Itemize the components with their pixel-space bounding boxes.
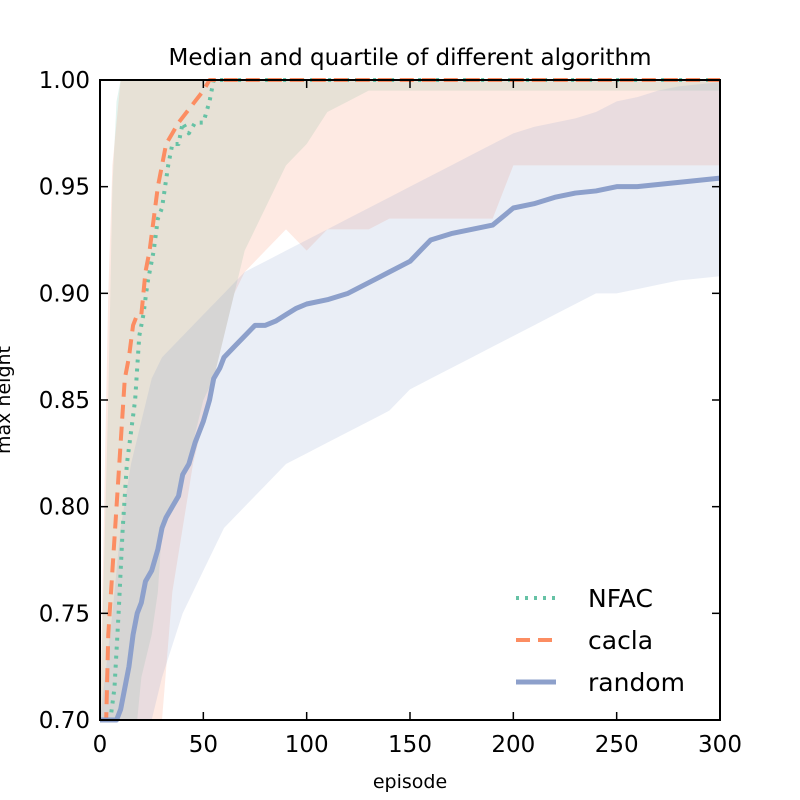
quartile-bands bbox=[100, 80, 720, 721]
y-tick-label: 1.00 bbox=[39, 68, 90, 94]
y-tick-label: 0.80 bbox=[39, 495, 90, 521]
x-tick-label: 150 bbox=[388, 732, 432, 758]
y-tick-label: 0.70 bbox=[39, 708, 90, 734]
x-tick-label: 250 bbox=[595, 732, 639, 758]
random-quartile-band bbox=[100, 82, 720, 721]
legend-label-random: random bbox=[588, 668, 685, 697]
legend-label-cacla: cacla bbox=[588, 626, 653, 655]
legend-label-nfac: NFAC bbox=[588, 584, 653, 613]
x-axis-label: episode bbox=[373, 771, 447, 793]
random-median-line bbox=[100, 175, 721, 723]
nfac-quartile-band bbox=[100, 80, 720, 720]
x-tick-label: 300 bbox=[698, 732, 742, 758]
chart-title: Median and quartile of different algorit… bbox=[168, 45, 651, 71]
legend: NFAC cacla random bbox=[516, 584, 685, 697]
cacla-quartile-band bbox=[100, 80, 720, 720]
y-tick-label: 0.90 bbox=[39, 281, 90, 307]
median-lines bbox=[100, 78, 721, 723]
cacla-median-line bbox=[100, 78, 720, 722]
y-axis-label: max height bbox=[0, 346, 15, 454]
x-tick-label: 200 bbox=[491, 732, 535, 758]
y-axis: 0.70 0.75 0.80 0.85 0.90 0.95 1.00 bbox=[39, 68, 720, 734]
y-tick-label: 0.95 bbox=[39, 175, 90, 201]
y-tick-label: 0.75 bbox=[39, 601, 90, 627]
x-axis: 0 50 100 150 200 250 300 bbox=[93, 80, 742, 758]
x-tick-label: 100 bbox=[285, 732, 329, 758]
x-tick-label: 50 bbox=[189, 732, 218, 758]
y-tick-label: 0.85 bbox=[39, 388, 90, 414]
x-tick-label: 0 bbox=[93, 732, 108, 758]
